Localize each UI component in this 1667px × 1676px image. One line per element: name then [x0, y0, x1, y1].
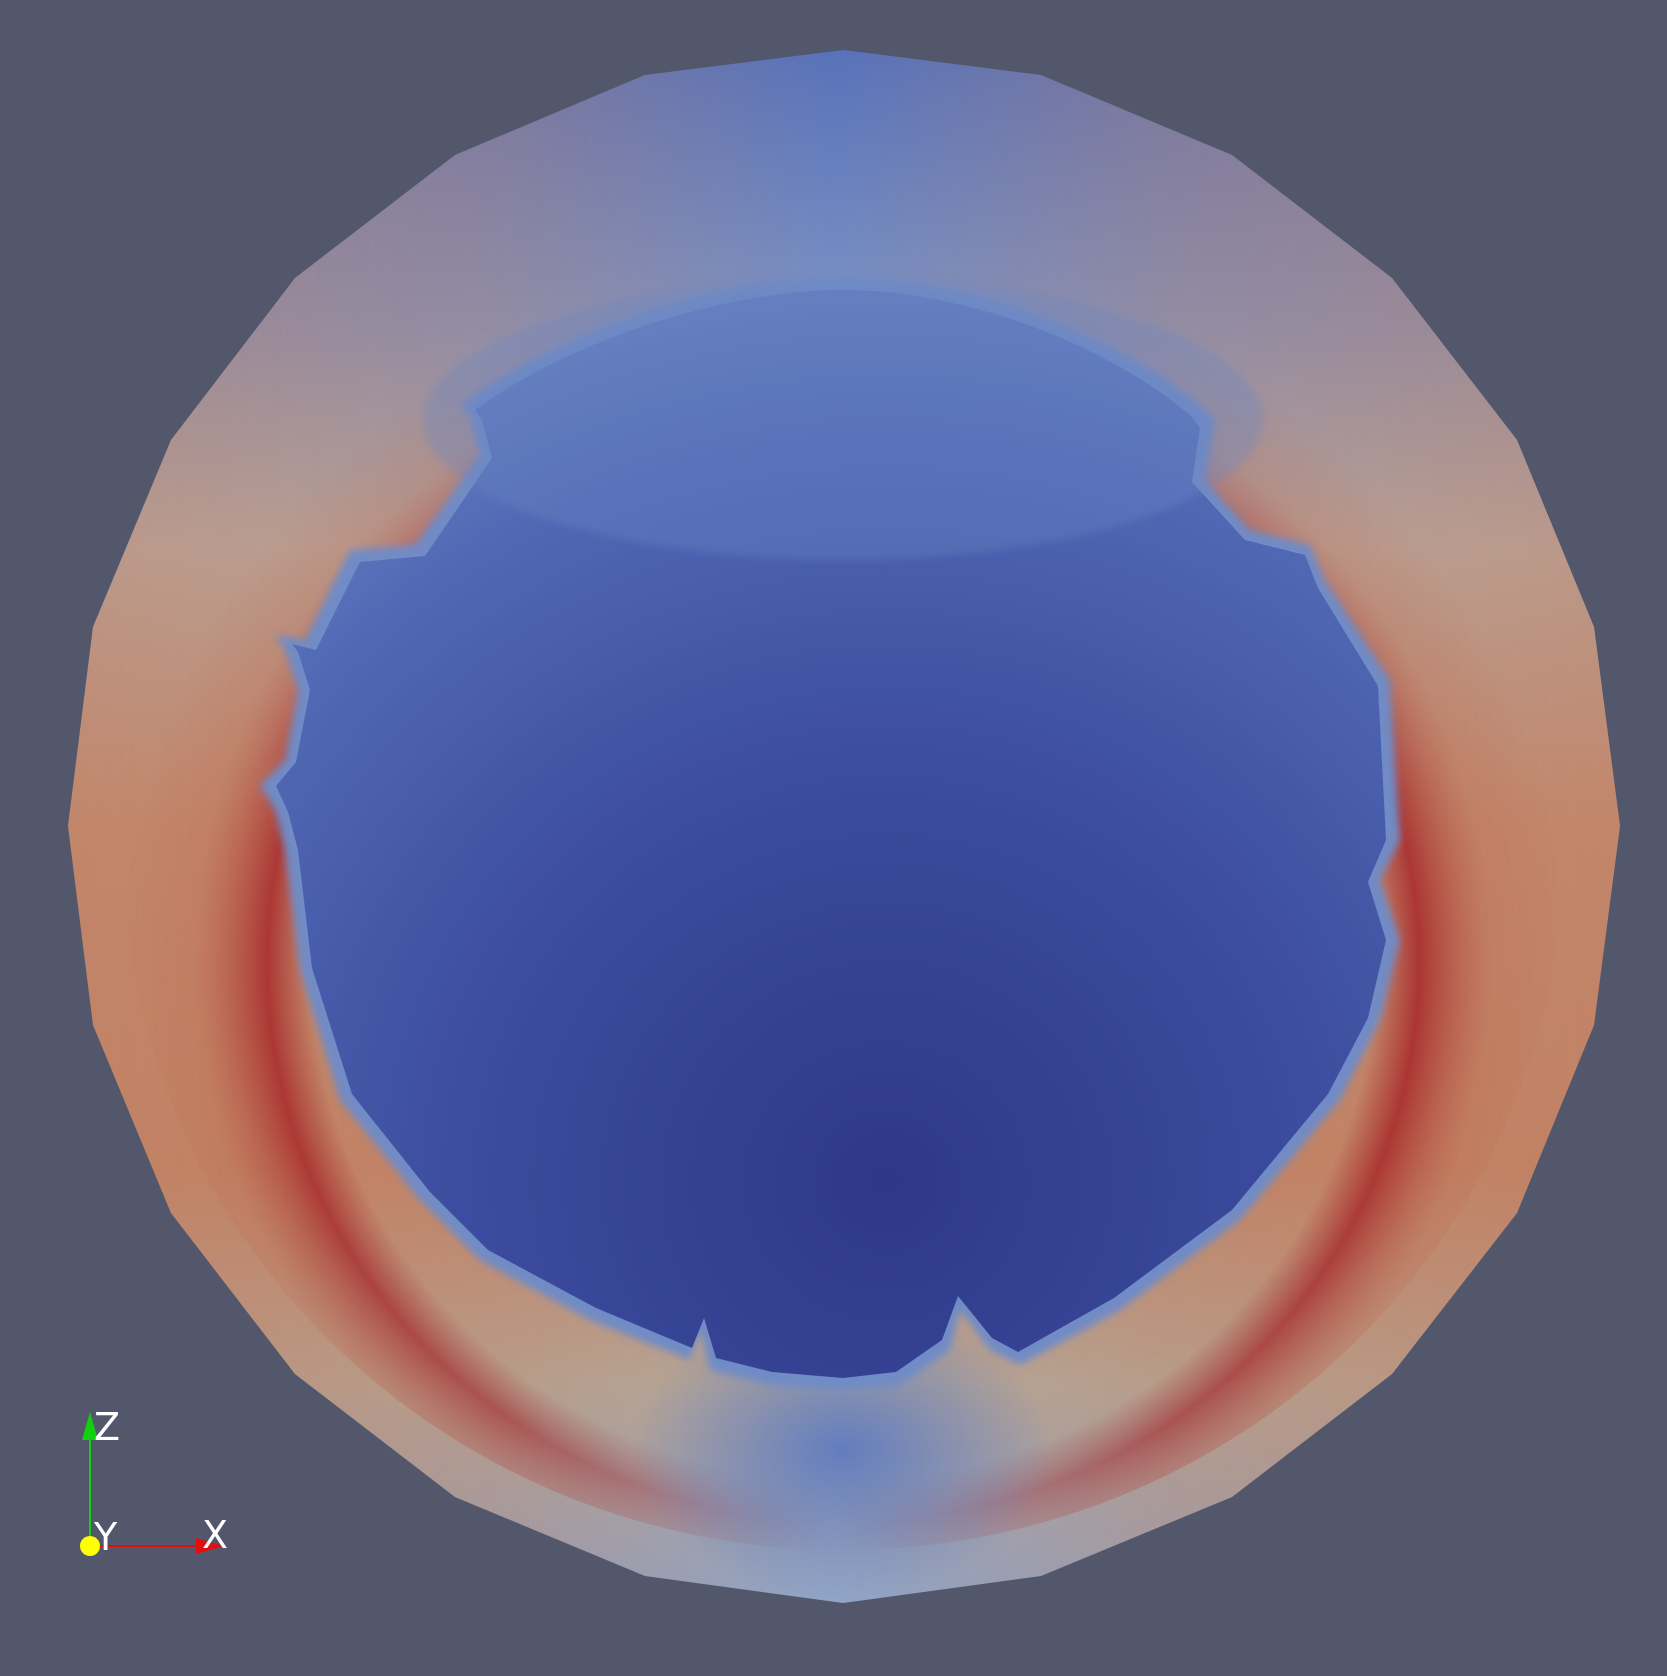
- orientation-axes: Z Y X: [80, 1405, 228, 1559]
- axis-label-y: Y: [93, 1515, 118, 1559]
- axis-label-z: Z: [94, 1405, 120, 1449]
- axis-label-x: X: [202, 1513, 228, 1557]
